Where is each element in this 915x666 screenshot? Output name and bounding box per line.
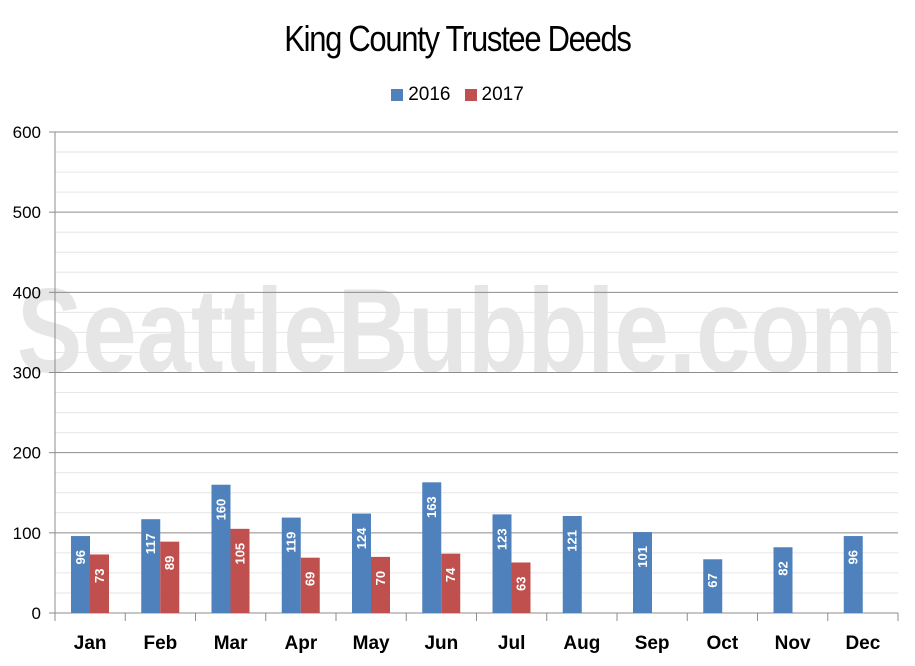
y-tick-label: 600 [13, 123, 41, 142]
data-label-2016: 163 [424, 496, 439, 518]
legend-label-2017: 2017 [481, 84, 524, 105]
bar-2016 [422, 482, 442, 613]
watermark-text: SeattleBubble.com [17, 264, 897, 398]
x-tick-label: Sep [635, 633, 670, 654]
legend-swatch-2016 [391, 89, 404, 101]
bar-2016 [773, 547, 793, 613]
data-label-2017: 63 [514, 576, 529, 590]
y-tick-label: 400 [13, 283, 41, 302]
x-tick-label: Oct [707, 633, 739, 654]
legend-label-2016: 2016 [408, 84, 451, 105]
bar-2016 [562, 515, 582, 613]
x-tick-label: Feb [143, 633, 177, 654]
x-tick-label: Apr [285, 633, 318, 654]
data-label-2016: 160 [214, 499, 229, 521]
data-label-2016: 96 [73, 550, 88, 564]
y-tick-label: 500 [13, 203, 41, 222]
bar-2017 [90, 554, 109, 613]
y-tick-label: 100 [13, 524, 41, 543]
x-tick-label: Dec [845, 633, 880, 654]
data-label-2016: 119 [284, 532, 299, 553]
data-label-2017: 73 [92, 568, 107, 582]
data-label-2017: 70 [373, 571, 388, 585]
x-tick-label: Aug [563, 633, 600, 654]
data-label-2016: 117 [143, 533, 158, 554]
data-label-2016: 123 [495, 528, 510, 550]
legend: 2016 2017 [0, 84, 915, 106]
data-label-2017: 89 [162, 556, 177, 570]
data-label-2016: 96 [846, 550, 861, 564]
bar-2016 [141, 519, 161, 613]
legend-swatch-2017 [464, 89, 477, 101]
legend-item-2017: 2017 [464, 84, 524, 106]
data-label-2017: 69 [303, 572, 318, 586]
y-tick-label: 0 [32, 604, 41, 623]
data-label-2017: 105 [233, 543, 248, 565]
bar-2016 [211, 484, 231, 613]
x-tick-label: Mar [214, 633, 248, 654]
data-label-2017: 74 [443, 567, 458, 582]
x-tick-label: Jul [498, 633, 525, 654]
bar-2017 [300, 557, 320, 613]
y-tick-label: 300 [13, 364, 41, 383]
bar-2017 [371, 556, 390, 613]
bar-2016 [843, 536, 863, 613]
bar-2016 [281, 517, 301, 613]
x-tick-label: May [353, 633, 390, 654]
data-label-2016: 101 [635, 546, 650, 568]
bar-2016 [352, 513, 371, 613]
x-tick-label: Nov [775, 633, 811, 654]
bar-2016 [71, 536, 90, 613]
x-tick-label: Jan [74, 633, 107, 654]
bar-2016 [633, 532, 652, 613]
data-label-2016: 82 [776, 561, 791, 575]
chart-title: King County Trustee Deeds [284, 18, 632, 59]
legend-item-2016: 2016 [391, 84, 451, 106]
data-label-2016: 124 [354, 527, 369, 549]
bar-2017 [511, 562, 531, 613]
bar-2016 [492, 514, 512, 613]
bar-2017 [230, 528, 250, 613]
data-label-2016: 67 [705, 573, 720, 587]
data-label-2016: 121 [565, 530, 580, 552]
x-tick-label: Jun [424, 633, 458, 654]
bar-2017 [160, 541, 180, 613]
y-tick-label: 200 [13, 444, 41, 463]
bar-2017 [441, 553, 461, 613]
bar-2016 [703, 559, 723, 613]
